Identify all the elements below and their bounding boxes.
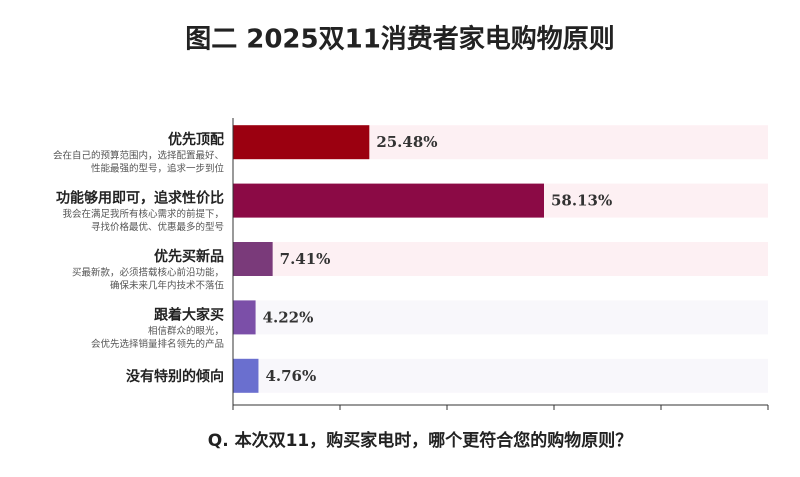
category-description: 性能最强的型号，追求一步到位 xyxy=(91,163,225,175)
x-axis-label: Q. 本次双11，购买家电时，哪个更符合您的购物原则？ xyxy=(208,430,632,451)
category-description: 会优先选择销量排名领先的产品 xyxy=(91,338,224,350)
category-description: 买最新款，必须搭载核心前沿功能， xyxy=(72,267,224,279)
category-label: 优先顶配 xyxy=(168,131,224,148)
category-description: 确保未来几年内技术不落伍 xyxy=(110,280,225,292)
bar xyxy=(233,183,544,218)
band xyxy=(233,242,768,276)
bar xyxy=(233,300,256,335)
category-description: 会在自己的预算范围内，选择配置最好、 xyxy=(53,150,224,162)
band xyxy=(233,358,768,393)
category-description: 寻找价格最优、优惠最多的型号 xyxy=(91,221,224,233)
category-description: 相信群众的眼光， xyxy=(148,325,224,337)
category-label: 功能够用即可，追求性价比 xyxy=(56,190,224,207)
category-label: 跟着大家买 xyxy=(154,306,224,323)
band xyxy=(233,300,768,335)
value-label: 4.76% xyxy=(265,367,316,385)
value-label: 7.41% xyxy=(280,250,331,268)
category-label: 优先买新品 xyxy=(154,248,224,265)
bar xyxy=(233,242,273,276)
chart-title: 图二 2025双11消费者家电购物原则 xyxy=(185,24,615,55)
value-label: 25.48% xyxy=(376,133,437,151)
bar xyxy=(233,125,370,160)
value-label: 58.13% xyxy=(551,192,612,210)
bar xyxy=(233,358,259,393)
value-label: 4.22% xyxy=(263,308,314,326)
category-description: 我会在满足我所有核心需求的前提下， xyxy=(62,208,224,220)
category-label: 没有特别的倾向 xyxy=(126,368,224,385)
